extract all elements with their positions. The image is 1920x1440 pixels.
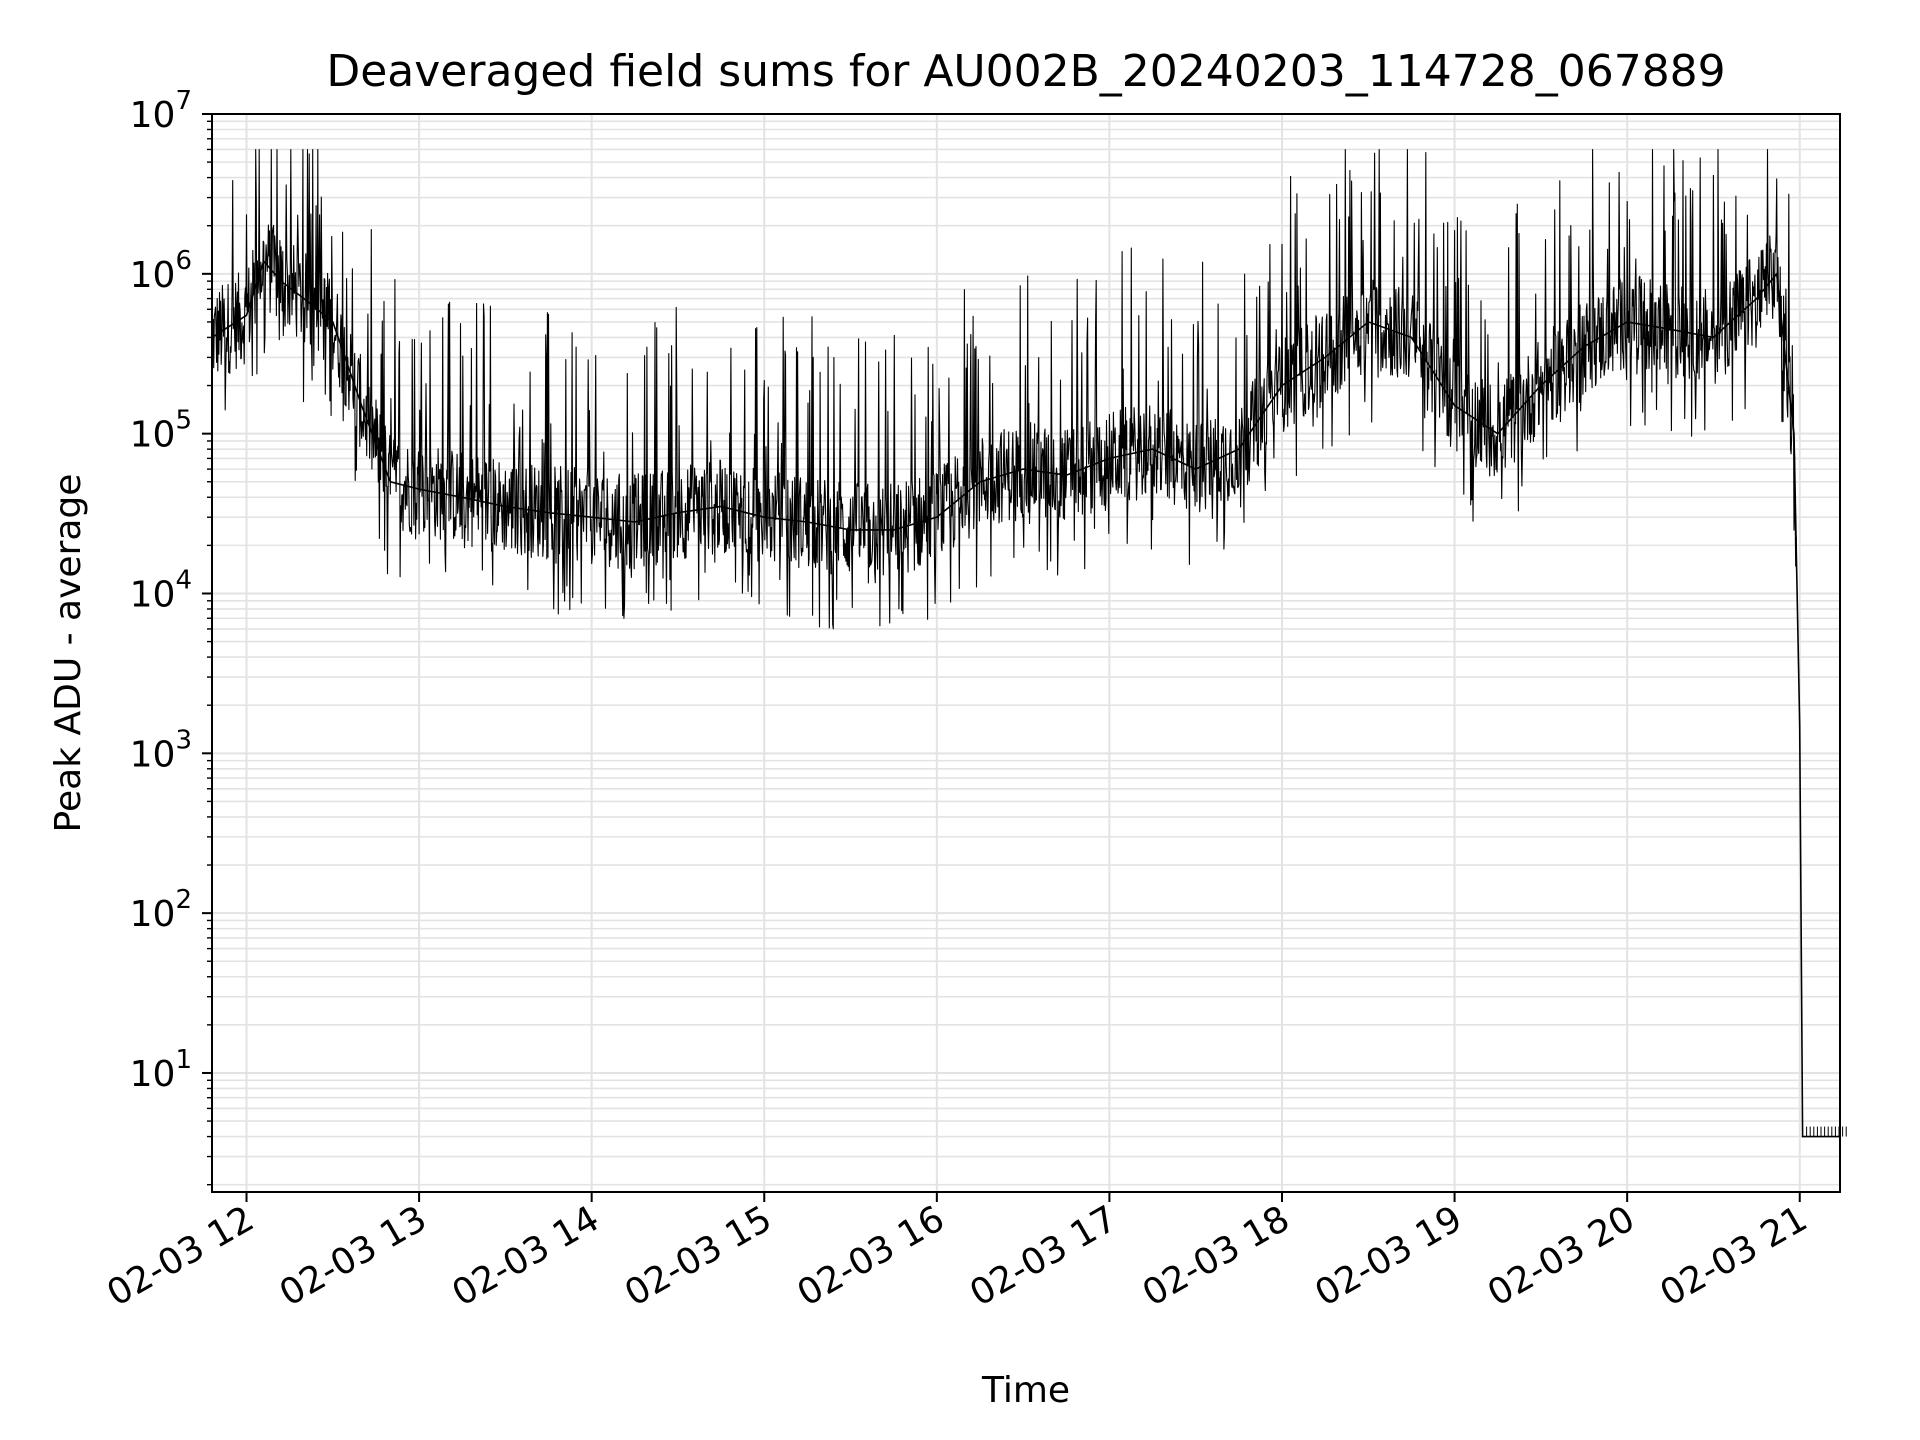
y-tick-label: 106 [130,246,192,296]
y-tick-label: 104 [130,565,192,615]
y-tick-label: 107 [130,86,192,136]
y-axis-label: Peak ADU - average [48,474,89,833]
y-tick-label: 103 [130,725,192,775]
plot-frame [211,113,1841,1193]
x-axis-label: Time [981,1370,1070,1411]
chart-title: Deaveraged field sums for AU002B_2024020… [326,46,1725,97]
y-tick-label: 101 [130,1045,192,1095]
data-layer [211,148,1847,1138]
y-tick-label: 102 [130,885,192,935]
grid-lines [212,114,1840,1192]
series-line [211,148,1797,630]
y-tick-label: 105 [130,406,192,456]
